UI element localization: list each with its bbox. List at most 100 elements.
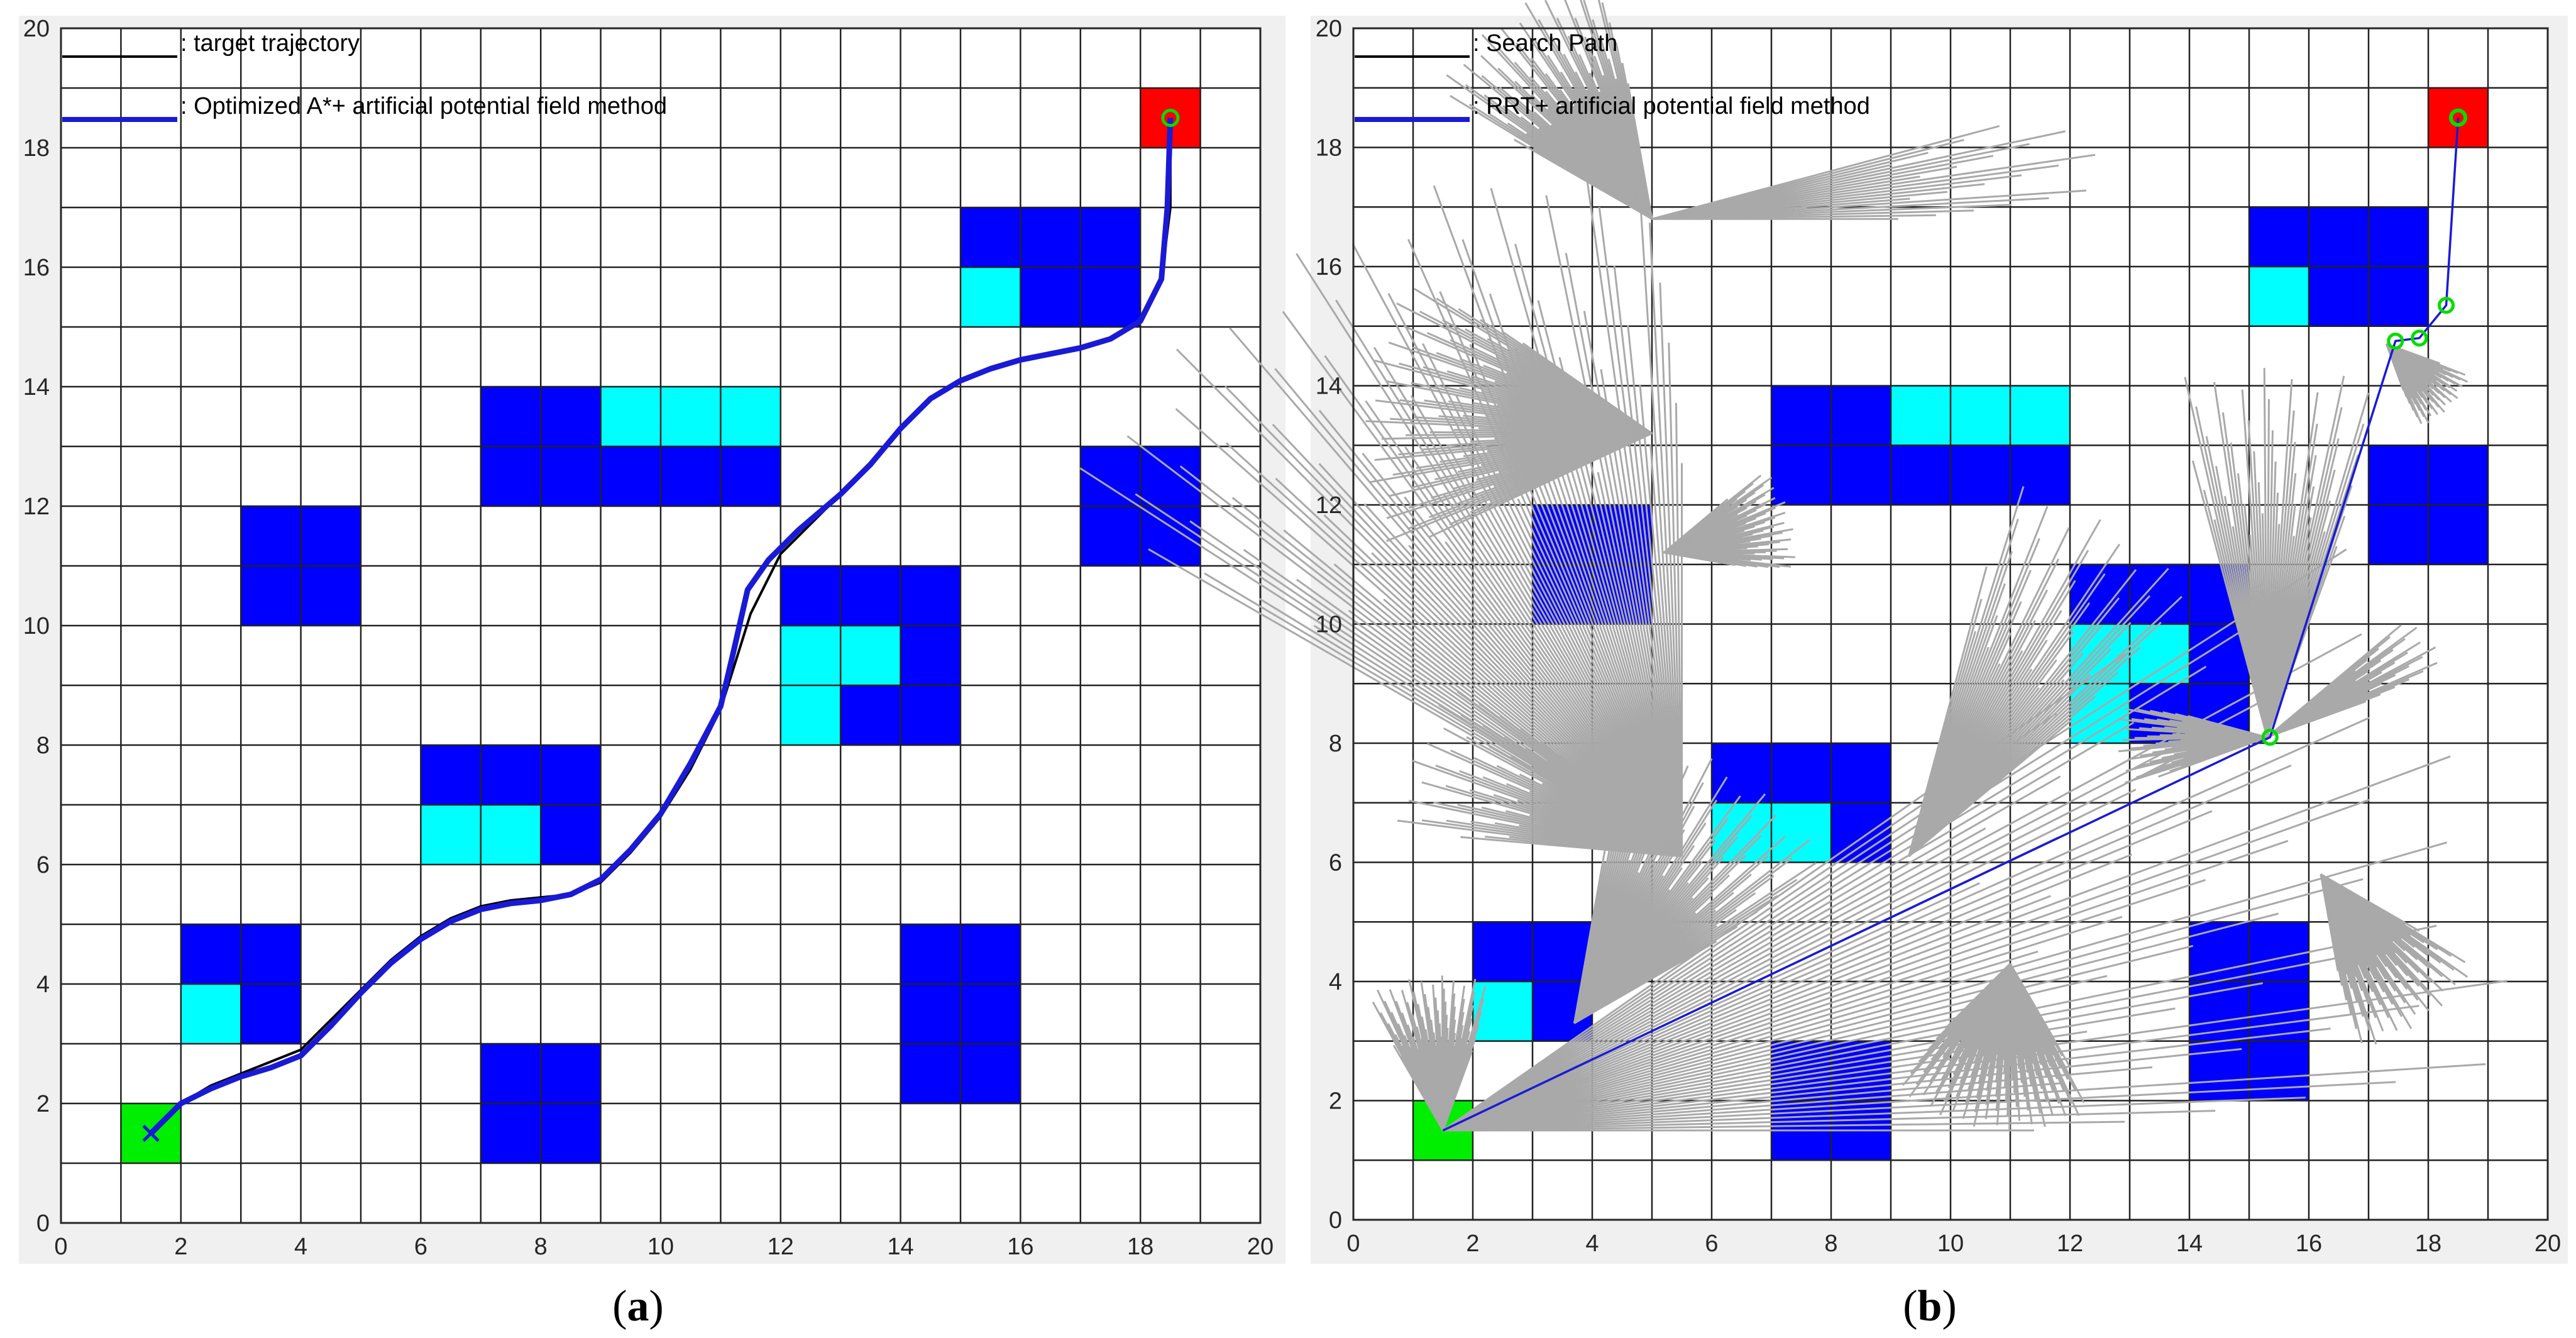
b-search-branch bbox=[1442, 721, 2135, 1132]
b-search-branch bbox=[1446, 444, 1683, 857]
a-obstacle-cell bbox=[900, 626, 960, 685]
b-cyan-cell bbox=[1473, 981, 1533, 1041]
b-search-branch bbox=[1908, 566, 1988, 857]
b-search-branch bbox=[1323, 514, 1683, 858]
b-search-branch bbox=[1362, 452, 1683, 857]
a-obstacle-cell bbox=[241, 924, 301, 984]
b-search-branch bbox=[1461, 239, 1683, 857]
a-x-tick-label: 20 bbox=[1247, 1234, 1274, 1260]
b-search-branch bbox=[1651, 189, 2087, 220]
b-search-branch bbox=[1598, 207, 1683, 857]
a-obstacle-cell bbox=[541, 805, 601, 865]
b-search-branch bbox=[1274, 368, 1683, 857]
b-obstacle-cell bbox=[1831, 743, 1891, 803]
a-obstacle-cell bbox=[840, 685, 901, 745]
b-search-branch bbox=[1443, 954, 2350, 1132]
b-search-branch bbox=[1442, 665, 2207, 1132]
a-obstacle-cell bbox=[661, 446, 721, 506]
a-panel-caption: (a) bbox=[612, 1282, 664, 1330]
b-obstacle-cell bbox=[1771, 743, 1831, 803]
b-search-branch bbox=[1225, 385, 1683, 858]
b-search-branch bbox=[1442, 799, 2370, 1132]
a-obstacle-cell bbox=[480, 1103, 541, 1163]
b-y-tick-label: 18 bbox=[1316, 135, 1342, 162]
b-search-branch bbox=[1443, 839, 2289, 1132]
b-x-tick-label: 10 bbox=[1937, 1230, 1964, 1257]
b-search-branch bbox=[1363, 503, 1683, 858]
a-x-tick-label: 4 bbox=[294, 1234, 307, 1260]
a-y-tick-label: 4 bbox=[36, 971, 50, 998]
b-search-branch bbox=[2009, 963, 2071, 1068]
b-search-branch bbox=[1443, 1097, 2306, 1132]
panel-a-chart: 0 2 4 6 8 10 12 14 16 18 20 0 2 4 6 8 10 12 14 16 18 20: targ… bbox=[23, 16, 1274, 1330]
b-obstacle-cell bbox=[2309, 207, 2369, 267]
a-cyan-cell bbox=[480, 805, 541, 865]
a-obstacle-cell bbox=[241, 506, 301, 566]
b-x-tick-label: 16 bbox=[2296, 1230, 2322, 1257]
b-x-tick-label: 6 bbox=[1705, 1230, 1718, 1257]
b-obstacle-cell bbox=[2010, 445, 2070, 505]
b-search-branch bbox=[1443, 1110, 2216, 1132]
b-x-tick-label: 4 bbox=[1585, 1230, 1599, 1257]
b-search-branch bbox=[1422, 343, 1683, 857]
b-x-tick-label: 12 bbox=[2057, 1230, 2083, 1257]
a-y-tick-label: 16 bbox=[23, 255, 50, 281]
b-search-branch bbox=[1443, 982, 2264, 1132]
b-search-branch bbox=[1442, 633, 2362, 1132]
a-obstacle-cell bbox=[421, 745, 481, 805]
b-search-branch bbox=[1442, 810, 2213, 1132]
b-search-branch bbox=[1443, 912, 2279, 1132]
b-search-branch bbox=[1675, 402, 1683, 857]
b-search-branch bbox=[1443, 1003, 2021, 1132]
a-y-tick-label: 12 bbox=[23, 494, 50, 520]
b-path-node-marker bbox=[2387, 332, 2404, 350]
b-x-tick-label: 8 bbox=[1824, 1230, 1837, 1257]
a-y-tick-label: 0 bbox=[36, 1210, 50, 1237]
b-search-branch bbox=[1573, 837, 1609, 1024]
b-obstacle-cell bbox=[2369, 207, 2428, 267]
b-search-branch bbox=[1335, 299, 1683, 857]
b-search-branch bbox=[1639, 384, 1683, 857]
a-obstacle-cell bbox=[1080, 207, 1141, 267]
b-search-branch bbox=[2320, 873, 2420, 932]
b-search-branch bbox=[1442, 739, 2213, 1132]
b-series-line-0 bbox=[1442, 117, 2460, 1132]
b-search-branch bbox=[1433, 185, 1683, 857]
b-y-tick-label: 8 bbox=[1329, 731, 1342, 757]
a-obstacle-cell bbox=[1080, 267, 1141, 327]
a-y-tick-label: 6 bbox=[36, 852, 50, 878]
a-x-tick-label: 10 bbox=[647, 1234, 674, 1260]
b-search-branch bbox=[1373, 346, 1683, 857]
b-y-tick-label: 12 bbox=[1316, 492, 1342, 519]
b-search-branch bbox=[1442, 827, 1986, 1132]
a-obstacle-cell bbox=[960, 1044, 1021, 1103]
b-obstacle-cell bbox=[2249, 207, 2309, 267]
a-y-tick-label: 8 bbox=[36, 733, 50, 759]
b-y-tick-label: 6 bbox=[1329, 850, 1342, 876]
b-obstacle-cell bbox=[2428, 505, 2488, 565]
b-search-branch bbox=[1175, 407, 1683, 858]
b-search-branch bbox=[1404, 496, 1683, 857]
b-search-branch bbox=[1565, 253, 1683, 857]
b-search-branch bbox=[1275, 477, 1683, 858]
b-search-branch bbox=[1637, 163, 1683, 857]
b-obstacle-cell bbox=[1831, 385, 1891, 446]
a-y-tick-label: 2 bbox=[36, 1091, 50, 1117]
b-search-branch bbox=[1318, 463, 1683, 858]
b-search-branch bbox=[1651, 125, 2000, 220]
b-search-branch bbox=[1514, 138, 1653, 220]
a-obstacle-cell bbox=[541, 446, 601, 506]
b-axes-box bbox=[1352, 27, 2549, 1221]
a-obstacle-cell bbox=[541, 1103, 601, 1163]
a-x-tick-label: 14 bbox=[887, 1234, 913, 1260]
a-obstacle-cell bbox=[541, 745, 601, 805]
a-obstacle-cell bbox=[900, 924, 960, 984]
b-cyan-cell bbox=[2070, 683, 2130, 743]
b-obstacle-cell bbox=[2369, 445, 2428, 505]
b-search-branch bbox=[1460, 836, 1682, 858]
a-x-tick-label: 18 bbox=[1127, 1234, 1153, 1260]
b-search-branch bbox=[2266, 624, 2402, 738]
b-path-node-marker bbox=[2438, 297, 2455, 314]
b-x-tick-label: 0 bbox=[1346, 1230, 1360, 1257]
a-obstacle-cell bbox=[241, 566, 301, 626]
